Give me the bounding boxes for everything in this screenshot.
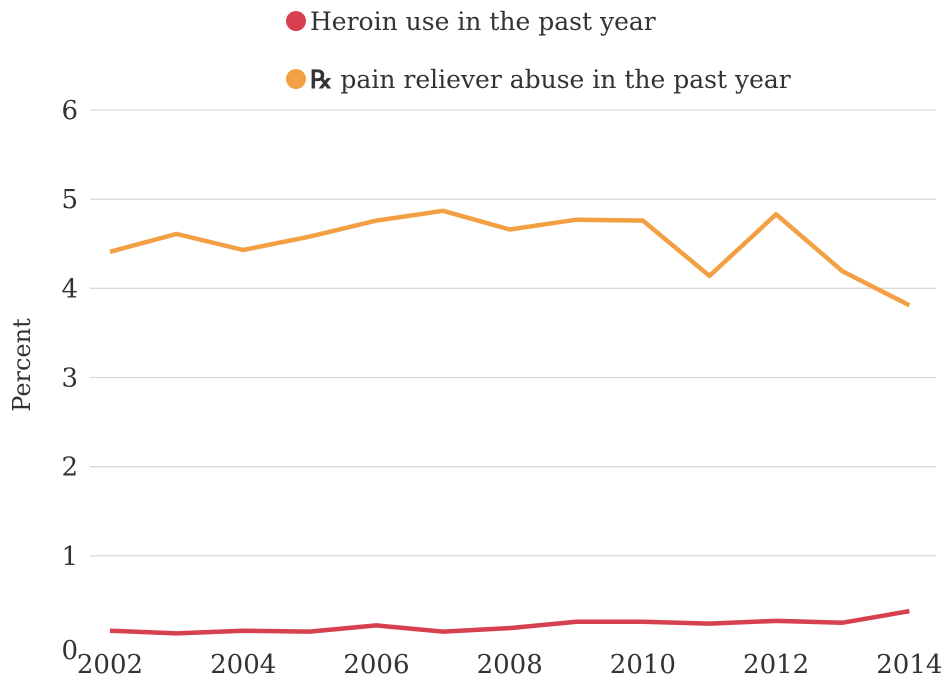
- legend-marker-rx-pain-reliever: [286, 69, 306, 89]
- y-tick-label: 0: [61, 636, 78, 666]
- x-tick-label: 2012: [743, 650, 809, 676]
- y-tick-label: 1: [61, 542, 78, 572]
- y-tick-label: 3: [61, 364, 78, 394]
- y-axis-ticks: 0 1 2 3 4 5 6: [61, 96, 78, 666]
- x-tick-label: 2006: [343, 650, 409, 676]
- gridlines: [90, 109, 936, 557]
- legend-marker-heroin: [286, 11, 306, 31]
- y-tick-label: 2: [61, 453, 78, 483]
- x-axis-ticks: 2002 2004 2006 2008 2010 2012 2014: [77, 650, 943, 676]
- x-tick-label: 2008: [477, 650, 543, 676]
- y-tick-label: 6: [61, 96, 78, 126]
- x-tick-label: 2014: [876, 650, 942, 676]
- legend-item-heroin: Heroin use in the past year: [286, 6, 791, 36]
- y-tick-label: 5: [61, 185, 78, 215]
- x-tick-label: 2002: [77, 650, 143, 676]
- legend-label-heroin: Heroin use in the past year: [310, 6, 656, 36]
- series-line-heroin: [109, 608, 910, 636]
- x-tick-label: 2004: [210, 650, 276, 676]
- legend: Heroin use in the past year ℞ pain relie…: [286, 6, 791, 122]
- legend-item-rx-pain-reliever: ℞ pain reliever abuse in the past year: [286, 64, 791, 94]
- series-line-rx-pain-reliever: [109, 208, 911, 308]
- legend-label-rx-pain-reliever: pain reliever abuse in the past year: [340, 64, 791, 94]
- x-tick-label: 2010: [610, 650, 676, 676]
- y-tick-label: 4: [61, 274, 78, 304]
- rx-symbol-icon: ℞: [310, 64, 333, 94]
- series-lines: [109, 208, 911, 636]
- y-axis-label: Percent: [8, 318, 36, 412]
